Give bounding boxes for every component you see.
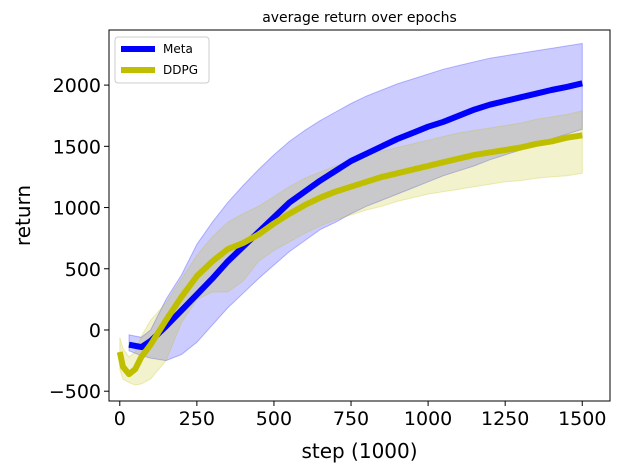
x-tick-label: 500 bbox=[256, 408, 292, 430]
series-line-meta bbox=[128, 80, 583, 351]
x-tick-label: 0 bbox=[114, 408, 126, 430]
plot-frame bbox=[108, 29, 611, 402]
legend: Meta DDPG bbox=[114, 36, 210, 84]
chart-title: average return over epochs bbox=[262, 10, 457, 26]
x-tick-label: 250 bbox=[179, 408, 215, 430]
series-band-meta bbox=[128, 42, 583, 362]
x-tick-label: 1500 bbox=[558, 408, 606, 430]
plot-area: 0 250 500 750 1000 1250 1500 −500 0 500 1000 1500 2… bbox=[49, 29, 611, 430]
y-tick-label: 1500 bbox=[53, 136, 101, 158]
legend-label-meta: Meta bbox=[163, 42, 193, 56]
y-axis-label: return bbox=[11, 185, 35, 246]
x-tick-label: 1250 bbox=[481, 408, 529, 430]
x-tick-label: 1000 bbox=[404, 408, 452, 430]
x-axis: 0 250 500 750 1000 1250 1500 bbox=[114, 401, 606, 430]
y-axis: −500 0 500 1000 1500 2000 bbox=[49, 75, 109, 403]
y-tick-label: −500 bbox=[49, 381, 101, 403]
series-line-ddpg bbox=[116, 132, 583, 378]
y-tick-label: 2000 bbox=[53, 75, 101, 97]
y-tick-label: 1000 bbox=[53, 198, 101, 220]
x-axis-label: step (1000) bbox=[301, 439, 417, 463]
legend-label-ddpg: DDPG bbox=[163, 63, 198, 77]
y-tick-label: 0 bbox=[89, 320, 101, 342]
y-tick-label: 500 bbox=[65, 259, 101, 281]
series-band-ddpg bbox=[119, 110, 583, 386]
x-tick-label: 750 bbox=[333, 408, 369, 430]
